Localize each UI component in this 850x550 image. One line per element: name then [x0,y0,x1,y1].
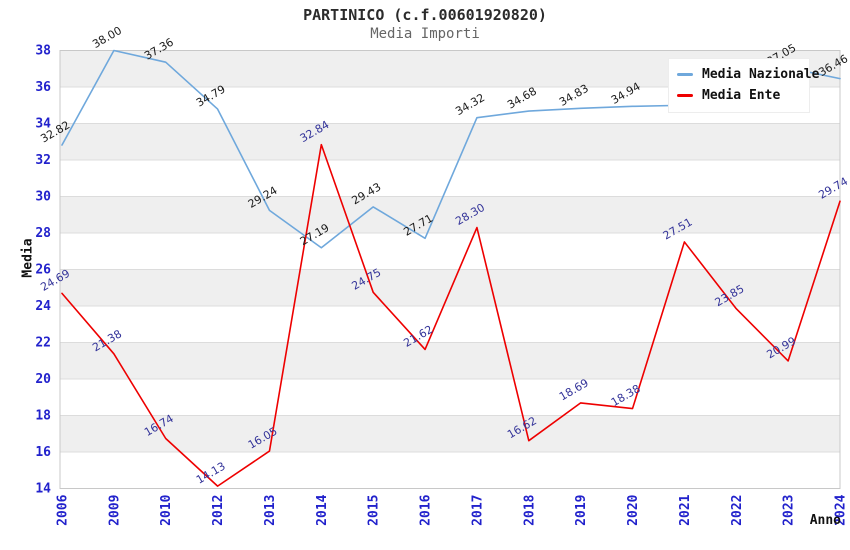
x-tick-label: 2012 [211,495,226,526]
point-label: 34.68 [505,85,539,112]
x-tick-label: 2017 [470,495,485,526]
legend-line-swatch-nazionale [677,73,693,76]
y-tick-label: 16 [35,445,51,460]
y-tick-label: 38 [35,44,51,59]
y-tick-label: 34 [35,117,51,132]
y-tick-label: 24 [35,299,51,314]
legend-item-media-nazionale: Media Nazionale [677,64,819,85]
point-label: 18.38 [609,382,643,409]
y-axis-title: Media [20,238,36,278]
y-tick-label: 26 [35,263,51,278]
chart-subtitle: Media Importi [370,26,480,42]
legend-label-media-ente: Media Ente [702,88,781,103]
y-tick-label: 28 [35,226,51,241]
legend-line-swatch-ente [677,94,693,97]
x-tick-label: 2019 [574,495,589,526]
x-tick-label: 2015 [367,495,382,526]
x-tick-label: 2016 [419,494,434,525]
x-tick-label: 2023 [782,495,797,526]
x-tick-label: 2006 [56,494,71,525]
y-tick-label: 32 [35,153,51,168]
legend-item-media-ente: Media Ente [677,85,801,106]
x-tick-label: 2021 [678,494,693,525]
x-tick-label: 2024 [834,494,849,525]
x-tick-label: 2018 [522,494,537,525]
x-tick-label: 2014 [315,494,330,525]
x-axis-title: Anno [809,513,841,528]
x-tick-label: 2010 [159,494,174,525]
x-tick-labels: 2006 2009 2010 2012 2013 2014 2015 2016 2017 2018… [56,494,849,525]
x-tick-label: 2022 [730,495,745,526]
y-tick-label: 36 [35,80,51,95]
y-tick-label: 20 [35,372,51,387]
y-tick-label: 30 [35,190,51,205]
x-tick-label: 2009 [107,495,122,526]
x-tick-label: 2013 [263,495,278,526]
y-tick-labels: 14 16 18 20 22 24 26 28 30 32 34 36 38 [35,44,51,497]
y-tick-label: 22 [35,336,51,351]
series-media-ente-line [61,143,841,487]
point-label: 34.32 [453,91,487,118]
plot-border [59,50,841,489]
y-tick-label: 18 [35,409,51,424]
point-label: 18.69 [557,376,591,403]
y-tick-label: 14 [35,482,51,497]
legend-label-media-nazionale: Media Nazionale [702,67,820,82]
x-tick-label: 2020 [626,494,641,525]
legend: Media Nazionale Media Ente [668,58,819,113]
chart-title: PARTINICO (c.f.00601920820) [303,6,547,24]
